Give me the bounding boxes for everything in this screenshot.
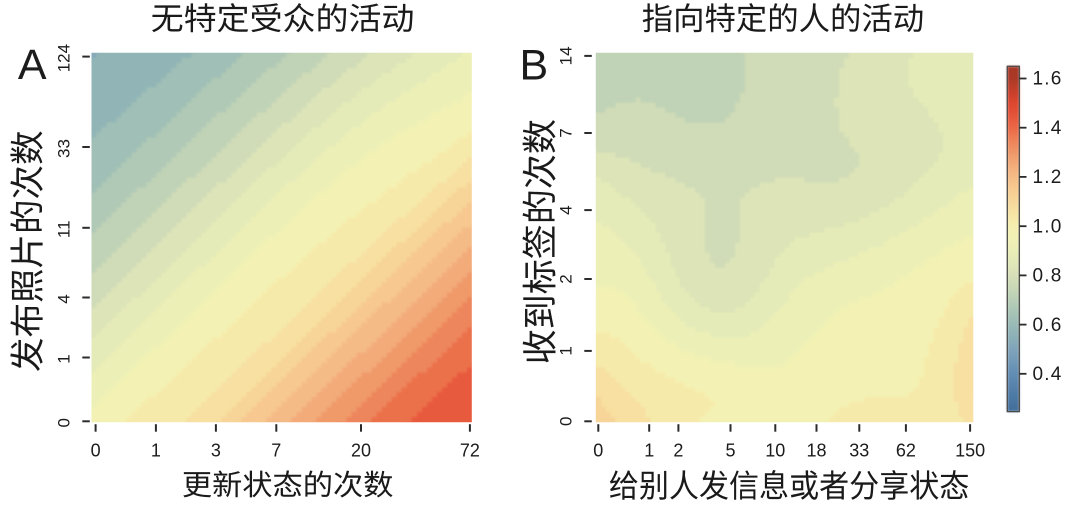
svg-text:150: 150: [955, 441, 985, 461]
svg-text:4: 4: [55, 294, 74, 303]
svg-text:62: 62: [896, 441, 916, 461]
svg-text:124: 124: [55, 44, 74, 72]
svg-text:1.4: 1.4: [1033, 118, 1063, 139]
svg-text:1.2: 1.2: [1033, 167, 1063, 188]
svg-text:B: B: [520, 42, 549, 90]
svg-text:0.4: 0.4: [1033, 364, 1063, 385]
svg-text:0: 0: [55, 418, 74, 427]
svg-text:1.6: 1.6: [1033, 69, 1063, 90]
svg-text:5: 5: [725, 441, 735, 461]
svg-text:7: 7: [557, 128, 576, 137]
svg-text:3: 3: [211, 441, 221, 461]
svg-text:2: 2: [557, 274, 576, 283]
svg-text:7: 7: [271, 441, 281, 461]
svg-text:20: 20: [351, 441, 371, 461]
svg-text:0.8: 0.8: [1033, 266, 1063, 287]
svg-text:1.0: 1.0: [1033, 216, 1063, 237]
svg-text:2: 2: [673, 441, 683, 461]
svg-text:1: 1: [55, 354, 74, 363]
svg-text:0: 0: [557, 417, 576, 426]
svg-text:11: 11: [55, 220, 74, 238]
svg-text:1: 1: [557, 346, 576, 355]
svg-text:72: 72: [460, 441, 480, 461]
svg-text:0.6: 0.6: [1033, 315, 1063, 336]
svg-text:0: 0: [91, 441, 101, 461]
svg-text:4: 4: [557, 205, 576, 214]
svg-text:14: 14: [557, 46, 576, 65]
svg-text:0: 0: [593, 441, 603, 461]
svg-text:A: A: [18, 41, 47, 89]
svg-text:33: 33: [55, 139, 74, 158]
svg-text:18: 18: [806, 441, 826, 461]
svg-text:1: 1: [151, 441, 161, 461]
svg-text:10: 10: [765, 441, 785, 461]
svg-text:33: 33: [849, 441, 869, 461]
svg-text:1: 1: [644, 441, 654, 461]
